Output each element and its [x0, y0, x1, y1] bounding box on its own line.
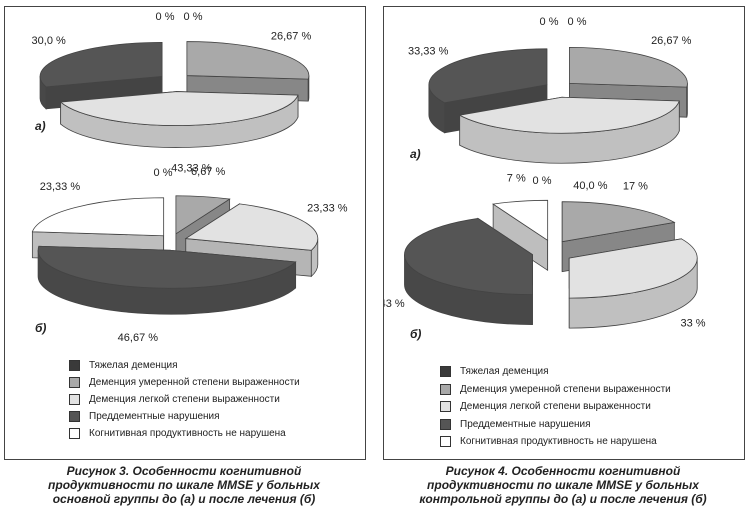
pie-slice-top — [561, 201, 676, 243]
legend-swatch — [69, 428, 80, 439]
legend-label: Деменция легкой степени выраженности — [460, 401, 651, 413]
legend-item: Когнитивная продуктивность не нарушена — [440, 433, 671, 451]
data-label: 17 % — [623, 180, 648, 192]
data-label: 6,67 % — [191, 166, 225, 178]
legend-item: Деменция легкой степени выраженности — [69, 391, 300, 408]
pie-slice-top — [569, 46, 688, 88]
pie-slice-top — [175, 195, 231, 235]
data-label: 23,33 % — [40, 181, 81, 193]
legend-label: Деменция умеренной степени выраженности — [460, 383, 671, 395]
caption-line: основной группы до (а) и после лечения (… — [52, 492, 316, 506]
legend-swatch — [69, 360, 80, 371]
pie-slice — [404, 217, 533, 326]
legend-swatch — [440, 436, 451, 448]
legend-label: Преддементные нарушения — [460, 418, 591, 430]
figure-4-caption: Рисунок 4. Особенности когнитивной проду… — [383, 464, 743, 506]
pie-3b: 0 % 6,67 % 23,33 % 46,67 % 23,33 % — [31, 166, 348, 344]
data-label: 43 % — [384, 298, 405, 310]
legend-3: Тяжелая деменция Деменция умеренной степ… — [69, 357, 300, 442]
pie-slice — [492, 199, 549, 272]
pie-3a: 0 % 26,67 % 43,33 % 30,0 % 0 % — [32, 11, 312, 174]
figure-4-panel: 0 % 26,67 % 40,0 % 33,33 % 0 % 0 % 17 % 33 % 43… — [383, 6, 745, 460]
legend-item: Преддементные нарушения — [440, 416, 671, 434]
data-label: 43,33 % — [171, 162, 212, 174]
pie-slice — [568, 238, 698, 329]
pie-slice — [458, 96, 680, 164]
legend-4: Тяжелая деменция Деменция умеренной степ… — [440, 363, 671, 451]
data-label: 0 % — [533, 175, 552, 187]
data-label: 0 % — [156, 11, 175, 23]
legend-swatch — [440, 401, 451, 413]
legend-label: Тяжелая деменция — [460, 366, 549, 378]
pie-slice-top — [428, 48, 548, 104]
legend-swatch — [69, 377, 80, 388]
legend-label: Тяжелая деменция — [89, 360, 178, 371]
sublabel-3a: а) — [35, 119, 46, 133]
figure-3-charts: 0 % 26,67 % 43,33 % 30,0 % 0 % 0 % 6,67 % 23,3… — [31, 11, 348, 344]
legend-item: Деменция легкой степени выраженности — [440, 398, 671, 416]
legend-label: Деменция умеренной степени выраженности — [89, 377, 300, 388]
legend-label: Когнитивная продуктивность не нарушена — [460, 436, 657, 448]
pie-slice-side — [686, 83, 688, 118]
pie-slice — [37, 245, 297, 315]
pie-slice-top — [39, 41, 163, 88]
legend-item: Деменция умеренной степени выраженности — [69, 374, 300, 391]
pie-slice-top — [31, 197, 165, 237]
legend-item: Преддементные нарушения — [69, 408, 300, 425]
legend-swatch — [440, 366, 451, 378]
sublabel-4a: а) — [410, 147, 421, 161]
pie-4b: 0 % 17 % 33 % 43 % 7 % — [384, 173, 706, 330]
data-label: 40,0 % — [573, 180, 607, 192]
pie-slice-top — [458, 96, 680, 134]
sublabel-4b: б) — [410, 327, 422, 341]
pie-4a: 0 % 26,67 % 40,0 % 33,33 % 0 % — [408, 16, 692, 192]
legend-item: Деменция умеренной степени выраженности — [440, 381, 671, 399]
data-label: 23,33 % — [307, 203, 348, 215]
legend-label: Когнитивная продуктивность не нарушена — [89, 428, 286, 439]
sublabel-3b: б) — [35, 321, 47, 335]
figure-3-caption: Рисунок 3. Особенности когнитивной проду… — [4, 464, 364, 506]
legend-swatch — [440, 383, 451, 395]
data-label: 46,67 % — [118, 332, 159, 344]
pie-slice — [59, 91, 299, 148]
legend-item: Когнитивная продуктивность не нарушена — [69, 425, 300, 442]
legend-swatch — [69, 394, 80, 405]
pie-slice-top — [186, 41, 310, 80]
caption-line: Рисунок 4. Особенности когнитивной — [445, 464, 681, 478]
data-label: 7 % — [507, 173, 526, 185]
legend-item: Тяжелая деменция — [69, 357, 300, 374]
pie-slice-top — [492, 199, 549, 242]
pie-slice-top — [59, 91, 299, 126]
legend-item: Тяжелая деменция — [440, 363, 671, 381]
data-label: 33,33 % — [408, 45, 449, 57]
figure-4-charts: 0 % 26,67 % 40,0 % 33,33 % 0 % 0 % 17 % 33 % 43… — [384, 16, 706, 330]
data-label: 0 % — [540, 16, 559, 28]
pie-slice-top — [37, 245, 297, 289]
legend-label: Преддементные нарушения — [89, 411, 220, 422]
data-label: 33 % — [680, 318, 705, 330]
caption-line: продуктивности по шкале MMSE у больных — [48, 478, 320, 492]
pie-slice-top — [568, 238, 698, 299]
caption-line: Рисунок 3. Особенности когнитивной — [66, 464, 302, 478]
legend-label: Деменция легкой степени выраженности — [89, 394, 280, 405]
data-label: 26,67 % — [271, 30, 312, 42]
figure-3-panel: 0 % 26,67 % 43,33 % 30,0 % 0 % 0 % 6,67 % 23,3… — [4, 6, 366, 460]
pie-slice-top — [404, 218, 533, 296]
legend-swatch — [440, 418, 451, 430]
data-label: 30,0 % — [32, 35, 66, 47]
data-label: 26,67 % — [651, 35, 692, 47]
data-label: 0 % — [568, 16, 587, 28]
pie-slice-top — [184, 203, 319, 251]
data-label: 0 % — [154, 167, 173, 179]
caption-line: контрольной группы до (а) и после лечени… — [419, 492, 707, 506]
caption-line: продуктивности по шкале MMSE у больных — [427, 478, 699, 492]
legend-swatch — [69, 411, 80, 422]
data-label: 0 % — [184, 11, 203, 23]
